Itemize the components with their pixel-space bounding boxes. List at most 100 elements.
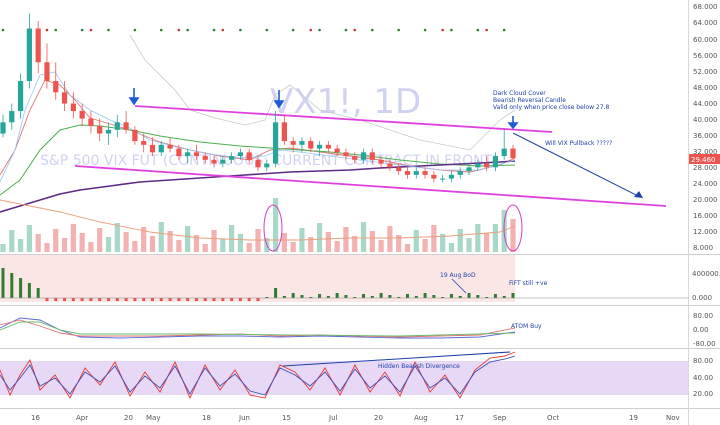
signal-dot xyxy=(371,28,374,32)
volume-bar xyxy=(396,235,402,252)
volume-bar xyxy=(202,244,208,252)
candle-body xyxy=(404,171,411,175)
candle-body xyxy=(378,159,384,164)
candle-body xyxy=(422,171,428,175)
candle-body xyxy=(220,159,226,164)
candle-body xyxy=(176,148,182,157)
histogram-bar xyxy=(370,296,374,298)
candle-body xyxy=(211,159,217,164)
date-label: Aug xyxy=(414,414,428,422)
histogram-bar xyxy=(238,298,242,301)
volume-bar xyxy=(53,229,59,252)
histogram-bar xyxy=(485,297,489,298)
histogram-bar xyxy=(80,298,84,301)
histogram-bar xyxy=(353,297,357,298)
histogram-bar xyxy=(54,298,58,301)
osc-label: 80.00 xyxy=(693,312,713,320)
histogram-bar xyxy=(414,296,418,298)
osc-pane-bg xyxy=(0,306,688,348)
signal-dot xyxy=(344,28,348,32)
histogram-bar xyxy=(107,298,111,301)
volume-bar xyxy=(176,240,182,252)
signal-dot xyxy=(353,28,357,32)
candle-body xyxy=(475,163,481,168)
histogram-bar xyxy=(256,298,260,301)
candle-body xyxy=(114,122,120,130)
annotation-pullback: Will VIX Pullback ????? xyxy=(545,140,612,147)
candle-body xyxy=(229,156,235,160)
volume-ma xyxy=(0,199,516,241)
candle-body xyxy=(141,141,147,145)
histogram-bar xyxy=(441,297,445,298)
date-label: Jul xyxy=(328,414,338,422)
date-label: May xyxy=(146,414,160,422)
histogram-bar xyxy=(318,294,322,298)
volume-bar xyxy=(360,222,367,252)
volume-bar xyxy=(185,226,191,252)
histogram-bar xyxy=(309,297,313,298)
date-label: Nov xyxy=(666,414,680,422)
signal-dot xyxy=(318,28,321,32)
histogram-bar xyxy=(326,296,330,298)
down-arrow xyxy=(507,116,519,130)
volume-bar xyxy=(466,238,472,252)
price-label: 36.000 xyxy=(693,132,718,140)
signal-dot xyxy=(1,28,5,32)
price-label: 68.000 xyxy=(693,3,718,11)
histogram-bar xyxy=(282,296,286,298)
candle-body xyxy=(457,171,463,175)
candle-body xyxy=(193,152,200,157)
candle-body xyxy=(132,129,138,142)
histogram-bar xyxy=(71,298,75,301)
annotation-bearish-reversal: Bearish Reversal Candle xyxy=(493,97,566,104)
stoch-label: 80.00 xyxy=(693,357,713,365)
candle-body xyxy=(123,122,129,130)
histogram-bar xyxy=(150,298,154,301)
signal-dot xyxy=(89,28,93,32)
candle-body xyxy=(466,167,472,172)
volume-bar xyxy=(97,228,103,252)
price-label: 8.000 xyxy=(693,244,713,252)
histogram-bar xyxy=(344,295,348,298)
signal-dot xyxy=(239,28,242,32)
volume-bar xyxy=(448,243,455,252)
price-label: 20.000 xyxy=(693,196,718,204)
signal-dot xyxy=(221,28,225,32)
candle-body xyxy=(413,171,419,175)
candle-body xyxy=(396,167,402,172)
candle-body xyxy=(343,152,349,157)
candle-body xyxy=(308,141,314,149)
date-label: 20 xyxy=(124,414,133,422)
date-label: Sep xyxy=(493,414,507,422)
candle-body xyxy=(70,103,76,112)
volume-bar xyxy=(484,233,490,252)
last-price-label: 29.460 xyxy=(691,156,716,164)
candles xyxy=(0,13,516,183)
candle-body xyxy=(167,144,173,149)
histogram-bar xyxy=(177,298,181,301)
signal-dot xyxy=(423,28,427,32)
signal-dot xyxy=(291,28,295,32)
volume-bar xyxy=(387,226,393,252)
date-label: 17 xyxy=(455,414,464,422)
down-arrow xyxy=(128,88,140,106)
stoch-label: 40.00 xyxy=(693,374,713,382)
divergence-line xyxy=(282,351,511,367)
price-label: 28.000 xyxy=(693,164,718,172)
volume-bar xyxy=(237,234,244,252)
volume-bar xyxy=(132,241,138,252)
volume-bar xyxy=(167,231,173,252)
histogram-bar xyxy=(27,283,31,298)
candle-body xyxy=(440,178,446,180)
time-axis: 16 Apr 20 May 18 Jun 15 Jul 20 Aug 17 Se… xyxy=(31,414,680,422)
signal-dot xyxy=(107,28,110,32)
stoch-label: 20.00 xyxy=(693,390,713,398)
volume-bar xyxy=(431,225,437,252)
annotation-aug-19: 19 Aug BoD xyxy=(440,272,476,279)
candle-body xyxy=(369,152,375,160)
price-label: 44.000 xyxy=(693,100,718,108)
volume-bar xyxy=(404,244,411,252)
histogram-bar xyxy=(291,293,295,298)
projection-arrow-head xyxy=(634,191,643,198)
volume-bar xyxy=(475,224,481,252)
